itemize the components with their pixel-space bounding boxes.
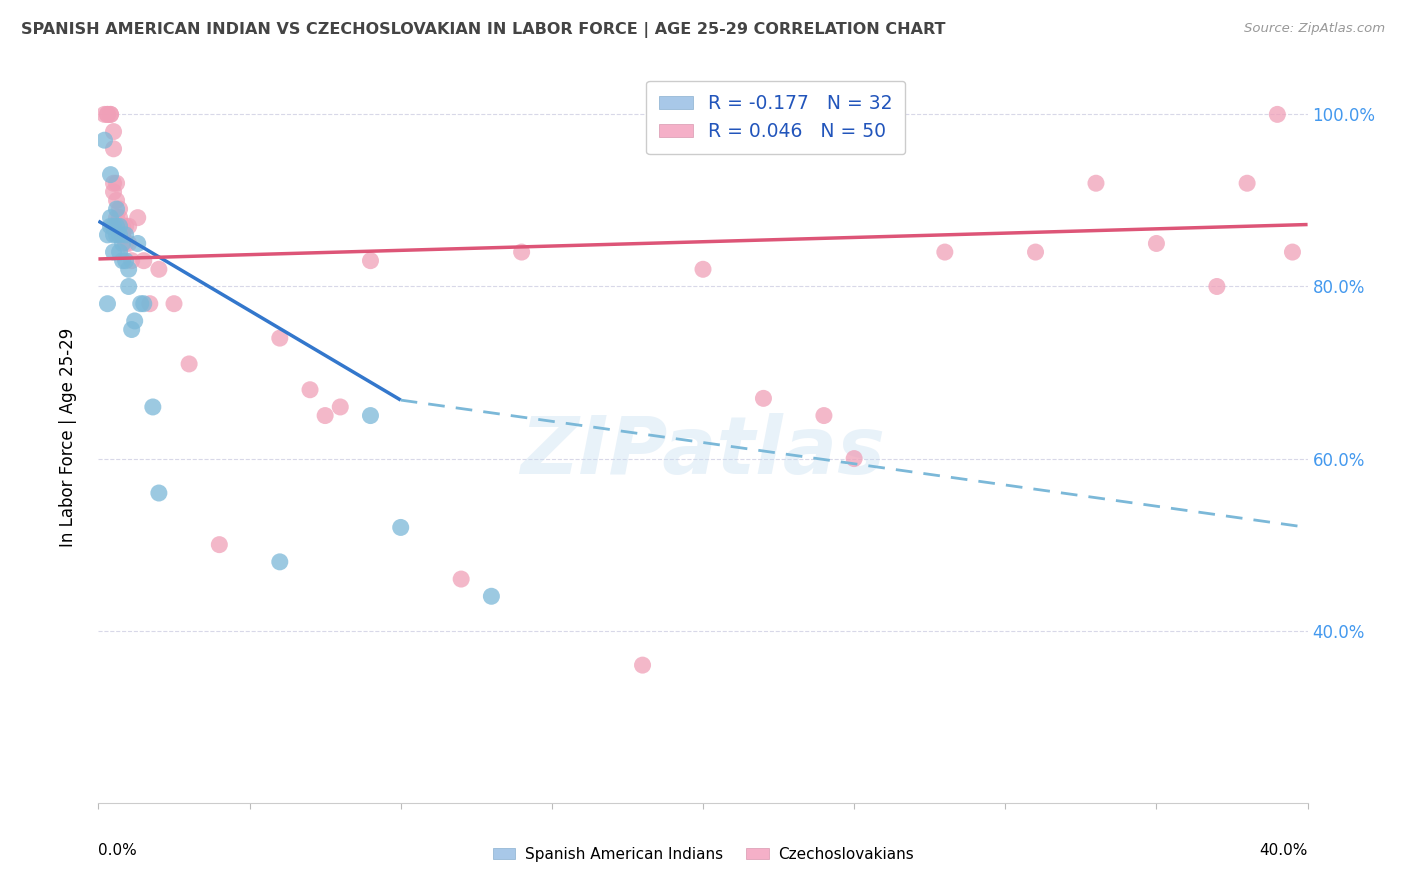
Point — [93, 133, 115, 147]
Point — [93, 107, 115, 121]
Point — [1085, 176, 1108, 190]
Point — [208, 538, 231, 552]
Point — [121, 253, 143, 268]
Point — [103, 227, 125, 242]
Point — [692, 262, 714, 277]
Text: SPANISH AMERICAN INDIAN VS CZECHOSLOVAKIAN IN LABOR FORCE | AGE 25-29 CORRELATIO: SPANISH AMERICAN INDIAN VS CZECHOSLOVAKI… — [21, 22, 946, 38]
Point — [844, 451, 866, 466]
Point — [163, 296, 186, 310]
Point — [105, 219, 128, 234]
Point — [103, 125, 125, 139]
Point — [105, 176, 128, 190]
Text: 40.0%: 40.0% — [1260, 843, 1308, 858]
Point — [450, 572, 472, 586]
Point — [132, 253, 155, 268]
Point — [100, 211, 122, 225]
Point — [299, 383, 322, 397]
Point — [108, 227, 131, 242]
Point — [100, 107, 122, 121]
Point — [108, 202, 131, 216]
Point — [111, 227, 134, 242]
Point — [103, 176, 125, 190]
Point — [114, 219, 136, 234]
Point — [934, 245, 956, 260]
Point — [111, 236, 134, 251]
Legend: Spanish American Indians, Czechoslovakians: Spanish American Indians, Czechoslovakia… — [486, 841, 920, 868]
Point — [1144, 236, 1167, 251]
Point — [111, 253, 134, 268]
Point — [103, 142, 125, 156]
Point — [329, 400, 352, 414]
Point — [360, 409, 382, 423]
Point — [1024, 245, 1046, 260]
Text: 0.0%: 0.0% — [98, 843, 138, 858]
Point — [360, 253, 382, 268]
Point — [105, 227, 128, 242]
Point — [813, 409, 835, 423]
Point — [108, 211, 131, 225]
Point — [269, 331, 291, 345]
Point — [127, 211, 149, 225]
Point — [118, 279, 141, 293]
Point — [100, 219, 122, 234]
Point — [103, 245, 125, 260]
Point — [389, 520, 412, 534]
Point — [1206, 279, 1229, 293]
Point — [96, 107, 118, 121]
Point — [631, 658, 654, 673]
Point — [132, 296, 155, 310]
Point — [100, 168, 122, 182]
Point — [148, 262, 170, 277]
Point — [108, 227, 131, 242]
Point — [105, 202, 128, 216]
Point — [314, 409, 336, 423]
Point — [124, 314, 146, 328]
Point — [142, 400, 165, 414]
Point — [114, 236, 136, 251]
Point — [139, 296, 162, 310]
Point — [114, 227, 136, 242]
Point — [100, 107, 122, 121]
Point — [121, 322, 143, 336]
Point — [752, 392, 775, 406]
Point — [103, 219, 125, 234]
Point — [129, 296, 152, 310]
Text: ZIPatlas: ZIPatlas — [520, 413, 886, 491]
Point — [96, 107, 118, 121]
Point — [111, 219, 134, 234]
Point — [105, 211, 128, 225]
Point — [96, 296, 118, 310]
Point — [108, 219, 131, 234]
Point — [118, 219, 141, 234]
Point — [108, 219, 131, 234]
Point — [1281, 245, 1303, 260]
Point — [148, 486, 170, 500]
Point — [269, 555, 291, 569]
Point — [103, 185, 125, 199]
Y-axis label: In Labor Force | Age 25-29: In Labor Force | Age 25-29 — [59, 327, 77, 547]
Point — [1267, 107, 1289, 121]
Point — [127, 236, 149, 251]
Point — [114, 253, 136, 268]
Text: Source: ZipAtlas.com: Source: ZipAtlas.com — [1244, 22, 1385, 36]
Point — [510, 245, 533, 260]
Point — [118, 262, 141, 277]
Point — [481, 589, 503, 603]
Point — [1236, 176, 1258, 190]
Point — [108, 245, 131, 260]
Point — [118, 236, 141, 251]
Point — [96, 227, 118, 242]
Point — [179, 357, 201, 371]
Point — [105, 194, 128, 208]
